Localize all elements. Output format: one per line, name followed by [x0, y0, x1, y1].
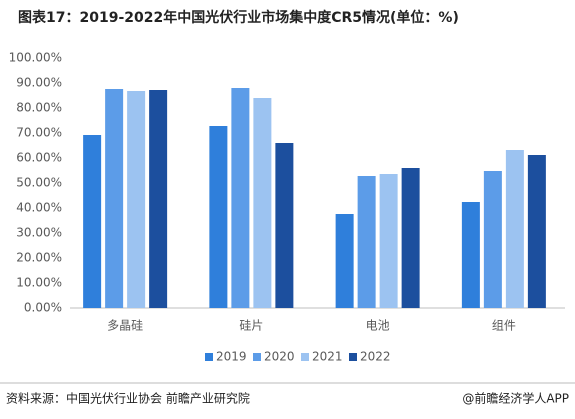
y-tick-label: 50.00% — [16, 176, 62, 190]
source: 资料来源：中国光伏行业协会 前瞻产业研究院 — [6, 391, 250, 406]
bar — [335, 214, 354, 308]
bar — [127, 91, 146, 308]
legend-swatch — [301, 353, 309, 361]
y-tick-label: 70.00% — [16, 126, 62, 140]
x-tick-label: 多晶硅 — [107, 319, 143, 333]
legend-swatch — [253, 353, 261, 361]
bar — [253, 98, 272, 308]
bar — [461, 202, 480, 308]
bar — [105, 89, 124, 308]
bar — [149, 90, 168, 308]
bar — [379, 174, 398, 308]
y-tick-label: 0.00% — [24, 301, 62, 315]
y-tick-label: 10.00% — [16, 276, 62, 290]
y-tick-label: 80.00% — [16, 101, 62, 115]
y-tick-label: 60.00% — [16, 151, 62, 165]
legend-label: 2021 — [312, 350, 343, 364]
bar — [527, 155, 546, 308]
bar — [483, 171, 502, 308]
y-tick-label: 40.00% — [16, 201, 62, 215]
legend-label: 2022 — [360, 350, 391, 364]
bar — [401, 168, 420, 308]
legend-swatch — [205, 353, 213, 361]
y-tick-label: 20.00% — [16, 251, 62, 265]
legend-label: 2020 — [264, 350, 295, 364]
bar — [209, 126, 228, 308]
x-tick-label: 电池 — [366, 319, 390, 333]
bar — [357, 176, 376, 308]
bar — [505, 150, 524, 308]
x-tick-label: 硅片 — [239, 319, 263, 333]
y-tick-label: 100.00% — [9, 51, 62, 65]
y-tick-label: 30.00% — [16, 226, 62, 240]
x-tick-label: 组件 — [492, 319, 516, 333]
y-tick-label: 90.00% — [16, 76, 62, 90]
legend-swatch — [349, 353, 357, 361]
bar — [83, 135, 102, 308]
bar — [275, 143, 294, 308]
credit: @前瞻经济学人APP — [462, 391, 569, 406]
legend-label: 2019 — [216, 350, 247, 364]
bar — [231, 88, 250, 308]
chart-title: 图表17：2019-2022年中国光伏行业市场集中度CR5情况(单位：%) — [18, 9, 459, 26]
